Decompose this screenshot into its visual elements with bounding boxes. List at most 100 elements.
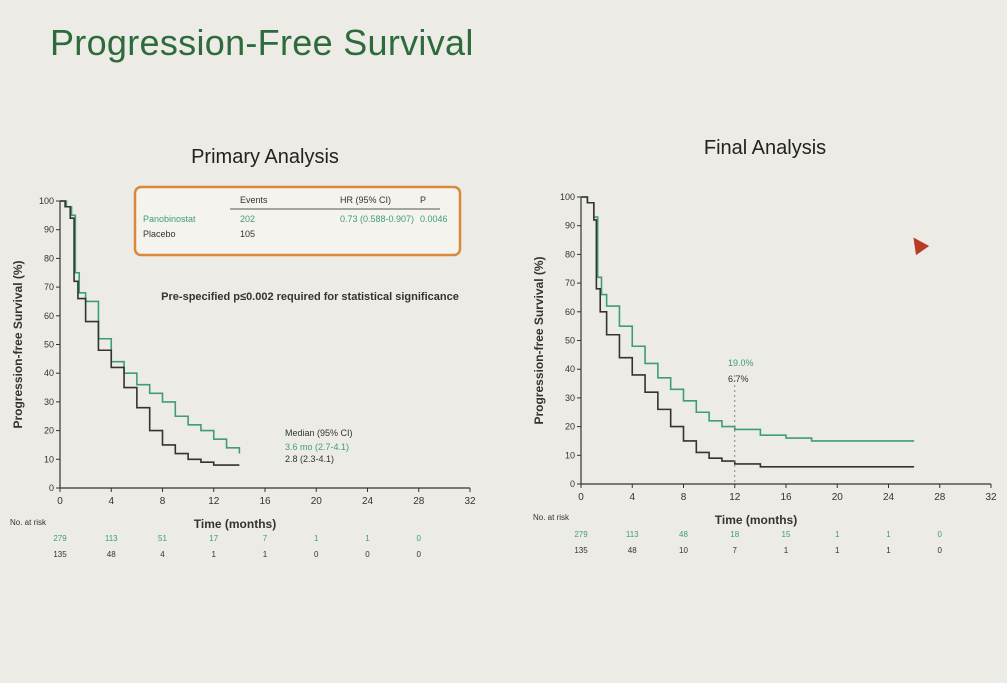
x-axis-label: Time (months): [194, 517, 276, 531]
at-risk-value: 135: [53, 550, 67, 559]
panobinostat-curve: [581, 196, 915, 442]
y-tick-label: 20: [44, 426, 54, 436]
at-risk-value: 18: [730, 530, 739, 539]
results-cell: 105: [240, 229, 255, 239]
at-risk-label: No. at risk: [533, 513, 570, 522]
at-risk-value: 279: [53, 534, 67, 543]
at-risk-value: 7: [733, 546, 738, 555]
y-tick-label: 40: [565, 364, 575, 374]
panobinostat-curve: [60, 200, 241, 454]
at-risk-value: 17: [209, 534, 218, 543]
slide-title: Progression-Free Survival: [50, 22, 474, 63]
at-risk-value: 1: [886, 546, 891, 555]
at-risk-value: 0: [417, 534, 422, 543]
results-cell: Placebo: [143, 229, 176, 239]
y-tick-label: 60: [44, 311, 54, 321]
at-risk-value: 1: [263, 550, 268, 559]
x-tick-label: 4: [108, 496, 114, 507]
at-risk-label: No. at risk: [10, 518, 47, 527]
x-tick-label: 16: [259, 496, 271, 507]
at-risk-value: 113: [626, 530, 639, 539]
y-tick-label: 10: [565, 450, 575, 460]
x-tick-label: 12: [729, 492, 741, 503]
final-analysis-panel: Final Analysis 0 10 20 30 40 50 60 70 80 90 100 0 4 8 1…: [503, 0, 1006, 683]
x-tick-label: 24: [362, 496, 374, 507]
y-tick-label: 70: [565, 278, 575, 288]
y-axis-label: Progression-free Survival (%): [532, 256, 546, 424]
at-risk-value: 135: [574, 546, 588, 555]
y-tick-label: 80: [44, 253, 54, 263]
placebo-curve: [60, 200, 240, 466]
y-tick-label: 20: [565, 422, 575, 432]
x-tick-label: 12: [208, 496, 220, 507]
x-axis-label: Time (months): [715, 513, 797, 527]
at-risk-value: 1: [314, 534, 319, 543]
y-tick-label: 60: [565, 307, 575, 317]
placebo-curve: [581, 196, 915, 468]
results-cell: 202: [240, 214, 255, 224]
at-risk-value: 48: [628, 546, 637, 555]
y-tick-label: 90: [44, 225, 54, 235]
x-tick-label: 20: [311, 496, 323, 507]
at-risk-value: 10: [679, 546, 688, 555]
chart-title: Primary Analysis: [191, 146, 339, 168]
x-tick-label: 8: [160, 496, 166, 507]
y-tick-label: 70: [44, 282, 54, 292]
at-risk-value: 0: [938, 530, 943, 539]
y-tick-label: 50: [44, 340, 54, 350]
y-tick-label: 100: [39, 196, 54, 206]
results-box: [133, 185, 462, 257]
at-risk-value: 0: [314, 550, 319, 559]
y-tick-label: 0: [49, 483, 54, 493]
at-risk-value: 0: [938, 546, 943, 555]
at-risk-value: 15: [782, 530, 791, 539]
chart-title: Final Analysis: [704, 137, 826, 159]
at-risk-value: 0: [365, 550, 370, 559]
y-tick-label: 40: [44, 368, 54, 378]
median-value: 3.6 mo (2.7-4.1): [285, 442, 349, 452]
at-risk-value: 113: [105, 534, 118, 543]
at-risk-value: 279: [574, 530, 588, 539]
at-risk-value: 1: [835, 546, 840, 555]
x-tick-label: 20: [832, 492, 844, 503]
y-tick-label: 90: [565, 221, 575, 231]
y-tick-label: 10: [44, 454, 54, 464]
x-tick-label: 0: [57, 496, 63, 507]
at-risk-value: 1: [835, 530, 840, 539]
x-tick-label: 32: [985, 492, 997, 503]
y-tick-label: 0: [570, 479, 575, 489]
at-risk-value: 1: [886, 530, 891, 539]
at-risk-value: 48: [107, 550, 116, 559]
at-risk-value: 7: [263, 534, 268, 543]
at-risk-value: 51: [158, 534, 167, 543]
results-cell: 0.73 (0.588-0.907): [340, 214, 414, 224]
y-tick-label: 30: [44, 397, 54, 407]
at-risk-value: 0: [417, 550, 422, 559]
x-tick-label: 32: [464, 496, 476, 507]
significance-note: Pre-specified p≤0.002 required for stati…: [161, 291, 459, 303]
median-header: Median (95% CI): [285, 428, 353, 438]
landmark-annotation: 6.7%: [728, 374, 749, 384]
y-tick-label: 100: [560, 192, 575, 202]
y-tick-label: 30: [565, 393, 575, 403]
landmark-annotation: 19.0%: [728, 358, 754, 368]
results-header: Events: [240, 195, 268, 205]
at-risk-value: 1: [784, 546, 789, 555]
at-risk-value: 4: [160, 550, 165, 559]
at-risk-value: 1: [212, 550, 217, 559]
x-tick-label: 28: [934, 492, 946, 503]
y-tick-label: 50: [565, 336, 575, 346]
x-tick-label: 8: [681, 492, 687, 503]
at-risk-value: 1: [365, 534, 370, 543]
median-value: 2.8 (2.3-4.1): [285, 454, 334, 464]
x-tick-label: 0: [578, 492, 584, 503]
y-tick-label: 80: [565, 249, 575, 259]
results-cell: 0.0046: [420, 214, 448, 224]
results-header: HR (95% CI): [340, 195, 391, 205]
results-cell: Panobinostat: [143, 214, 196, 224]
x-tick-label: 16: [780, 492, 792, 503]
at-risk-value: 48: [679, 530, 688, 539]
y-axis-label: Progression-free Survival (%): [11, 260, 25, 428]
